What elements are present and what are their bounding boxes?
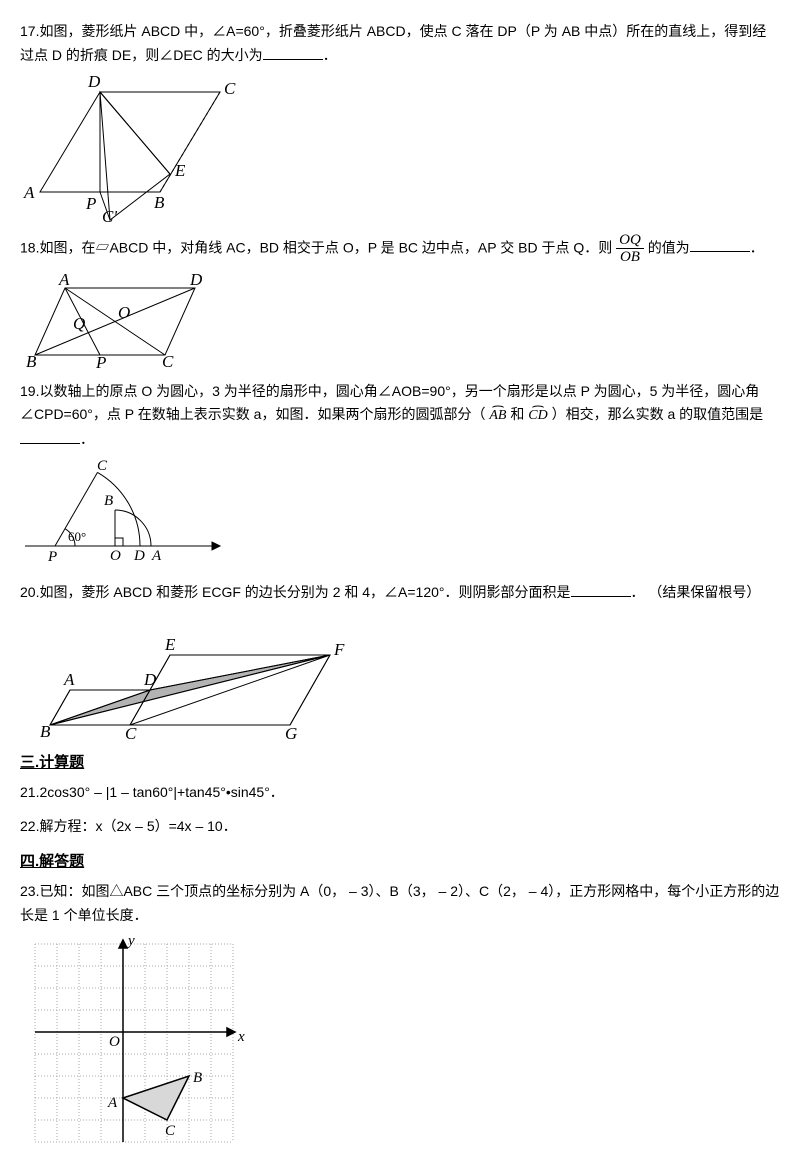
lbl19-O: O: [110, 548, 121, 564]
arc-cd: CD: [528, 404, 547, 428]
q20-text: 20.如图，菱形 ABCD 和菱形 ECGF 的边长分别为 2 和 4，∠A=1…: [20, 584, 571, 600]
problem-18: 18.如图，在▱ABCD 中，对角线 AC，BD 相交于点 O，P 是 BC 边…: [20, 232, 780, 370]
lbl18-A: A: [58, 270, 70, 289]
lbl19-C: C: [97, 458, 108, 474]
section-4-head: 四.解答题: [20, 849, 780, 875]
lbl18-O: O: [118, 303, 130, 322]
lbl20-G: G: [285, 724, 297, 740]
blank-17: [263, 45, 323, 60]
problem-17: 17.如图，菱形纸片 ABCD 中，∠A=60°，折叠菱形纸片 ABCD，使点 …: [20, 20, 780, 222]
blank-20: [571, 582, 631, 597]
problem-18-text: 18.如图，在▱ABCD 中，对角线 AC，BD 相交于点 O，P 是 BC 边…: [20, 232, 780, 266]
lbl20-E: E: [164, 635, 176, 654]
frac-den: OB: [616, 249, 644, 266]
frac-num: OQ: [616, 232, 644, 250]
lbl-P: P: [85, 194, 96, 213]
lbl18-Q: Q: [73, 314, 85, 333]
problem-22: 22.解方程：x（2x – 5）=4x – 10．: [20, 815, 780, 839]
problem-19: 19.以数轴上的原点 O 为圆心，3 为半径的扇形中，圆心角∠AOB=90°，另…: [20, 380, 780, 571]
lbl20-F: F: [333, 640, 345, 659]
q20-suffix: ． （结果保留根号）: [631, 584, 761, 600]
lbl-C: C: [224, 79, 236, 98]
lbl-D: D: [87, 72, 101, 91]
figure-17-svg: A B C D E P C': [20, 72, 250, 222]
fraction-oq-ob: OQOB: [616, 232, 644, 266]
lbl19-A: A: [151, 548, 162, 564]
figure-23: O x y A B C: [20, 932, 780, 1152]
lbl-Cp: C': [102, 207, 117, 222]
figure-17: A B C D E P C': [20, 72, 780, 222]
q19-c: ）相交，那么实数 a 的取值范围是: [552, 406, 764, 422]
lbl23-x: x: [237, 1029, 245, 1045]
q22-text: 22.解方程：x（2x – 5）=4x – 10．: [20, 815, 780, 839]
lbl23-A: A: [107, 1095, 118, 1111]
figure-18: A B C D O P Q: [20, 270, 780, 370]
lbl23-C: C: [165, 1123, 176, 1139]
section-3-head: 三.计算题: [20, 750, 780, 776]
lbl20-B: B: [40, 722, 51, 740]
lbl23-B: B: [193, 1070, 202, 1086]
lbl20-A: A: [63, 670, 75, 689]
figure-19-svg: O A B C D P 60°: [20, 456, 240, 571]
q19-b: 和: [510, 406, 524, 422]
problem-21: 21.2cos30° – |1 – tan60°|+tan45°•sin45°．: [20, 781, 780, 805]
figure-18-svg: A B C D O P Q: [20, 270, 210, 370]
q18-mid: 的值为: [648, 239, 690, 255]
problem-19-text: 19.以数轴上的原点 O 为圆心，3 为半径的扇形中，圆心角∠AOB=90°，另…: [20, 380, 780, 452]
q17-suffix: ．: [323, 47, 337, 63]
lbl18-B: B: [26, 352, 37, 370]
blank-18: [690, 237, 750, 252]
lbl20-C: C: [125, 724, 137, 740]
lbl-A: A: [23, 183, 35, 202]
lbl18-C: C: [162, 352, 174, 370]
q23-text: 23.已知：如图△ABC 三个顶点的坐标分别为 A（0， – 3）、B（3， –…: [20, 880, 780, 928]
q17-text: 17.如图，菱形纸片 ABCD 中，∠A=60°，折叠菱形纸片 ABCD，使点 …: [20, 23, 766, 63]
problem-20: 20.如图，菱形 ABCD 和菱形 ECGF 的边长分别为 2 和 4，∠A=1…: [20, 581, 780, 740]
lbl-B: B: [154, 193, 165, 212]
figure-20: A B C D E F G: [20, 605, 350, 740]
q18-text: 18.如图，在▱ABCD 中，对角线 AC，BD 相交于点 O，P 是 BC 边…: [20, 239, 616, 255]
q18-suffix: ．: [750, 239, 764, 255]
lbl-E: E: [174, 161, 186, 180]
lbl19-B: B: [104, 493, 113, 509]
lbl18-D: D: [189, 270, 203, 289]
q21-text: 21.2cos30° – |1 – tan60°|+tan45°•sin45°．: [20, 781, 780, 805]
figure-19: O A B C D P 60°: [20, 456, 780, 571]
lbl19-angle: 60°: [68, 529, 86, 544]
lbl19-P: P: [47, 549, 57, 565]
q19-suffix: ．: [80, 431, 94, 447]
lbl18-P: P: [95, 353, 106, 370]
problem-23: 23.已知：如图△ABC 三个顶点的坐标分别为 A（0， – 3）、B（3， –…: [20, 880, 780, 1152]
blank-19: [20, 429, 80, 444]
figure-23-svg: O x y A B C: [20, 932, 250, 1152]
problem-17-text: 17.如图，菱形纸片 ABCD 中，∠A=60°，折叠菱形纸片 ABCD，使点 …: [20, 20, 780, 68]
arc-ab: AB: [489, 404, 506, 428]
lbl20-D: D: [143, 670, 157, 689]
problem-20-text: 20.如图，菱形 ABCD 和菱形 ECGF 的边长分别为 2 和 4，∠A=1…: [20, 581, 780, 740]
lbl19-D: D: [133, 548, 145, 564]
lbl23-y: y: [126, 933, 135, 949]
lbl23-O: O: [109, 1034, 120, 1050]
figure-20-svg: A B C D E F G: [20, 605, 350, 740]
